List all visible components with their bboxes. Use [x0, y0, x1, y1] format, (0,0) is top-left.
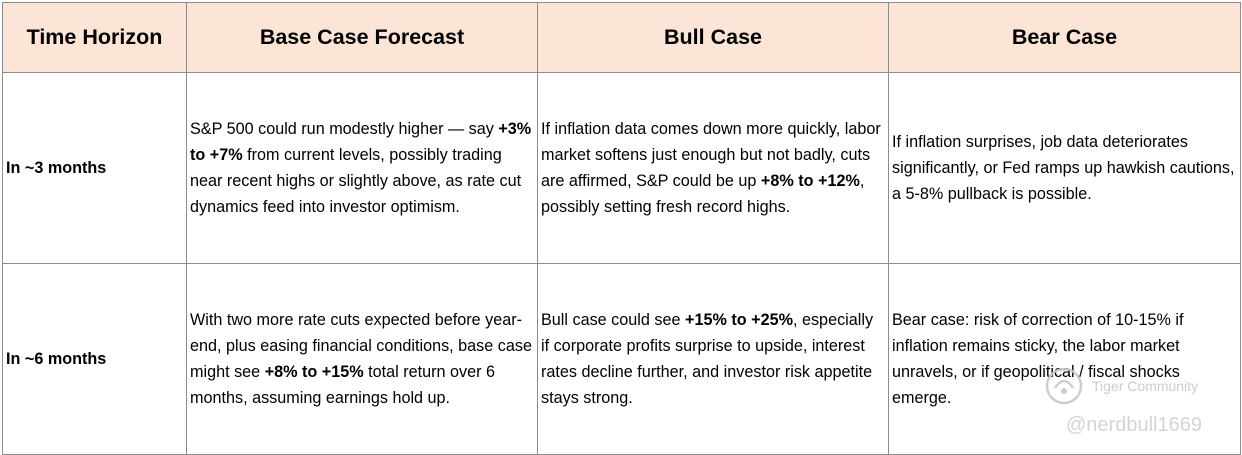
bull-case-cell: If inflation data comes down more quickl…: [537, 72, 889, 264]
bear-case-cell: Bear case: risk of correction of 10-15% …: [888, 263, 1241, 455]
row-label: In ~6 months: [2, 263, 187, 455]
row-label: In ~3 months: [2, 72, 187, 264]
bull-case-cell: Bull case could see +15% to +25%, especi…: [537, 263, 889, 455]
header-base-case: Base Case Forecast: [186, 2, 538, 73]
header-bull-case: Bull Case: [537, 2, 889, 73]
header-time-horizon: Time Horizon: [2, 2, 187, 73]
base-case-cell: S&P 500 could run modestly higher — say …: [186, 72, 538, 264]
table-row: In ~3 months S&P 500 could run modestly …: [2, 72, 1241, 264]
bear-case-cell: If inflation surprises, job data deterio…: [888, 72, 1241, 264]
header-row: Time Horizon Base Case Forecast Bull Cas…: [2, 2, 1241, 73]
base-case-cell: With two more rate cuts expected before …: [186, 263, 538, 455]
header-bear-case: Bear Case: [888, 2, 1241, 73]
table-row: In ~6 months With two more rate cuts exp…: [2, 263, 1241, 455]
